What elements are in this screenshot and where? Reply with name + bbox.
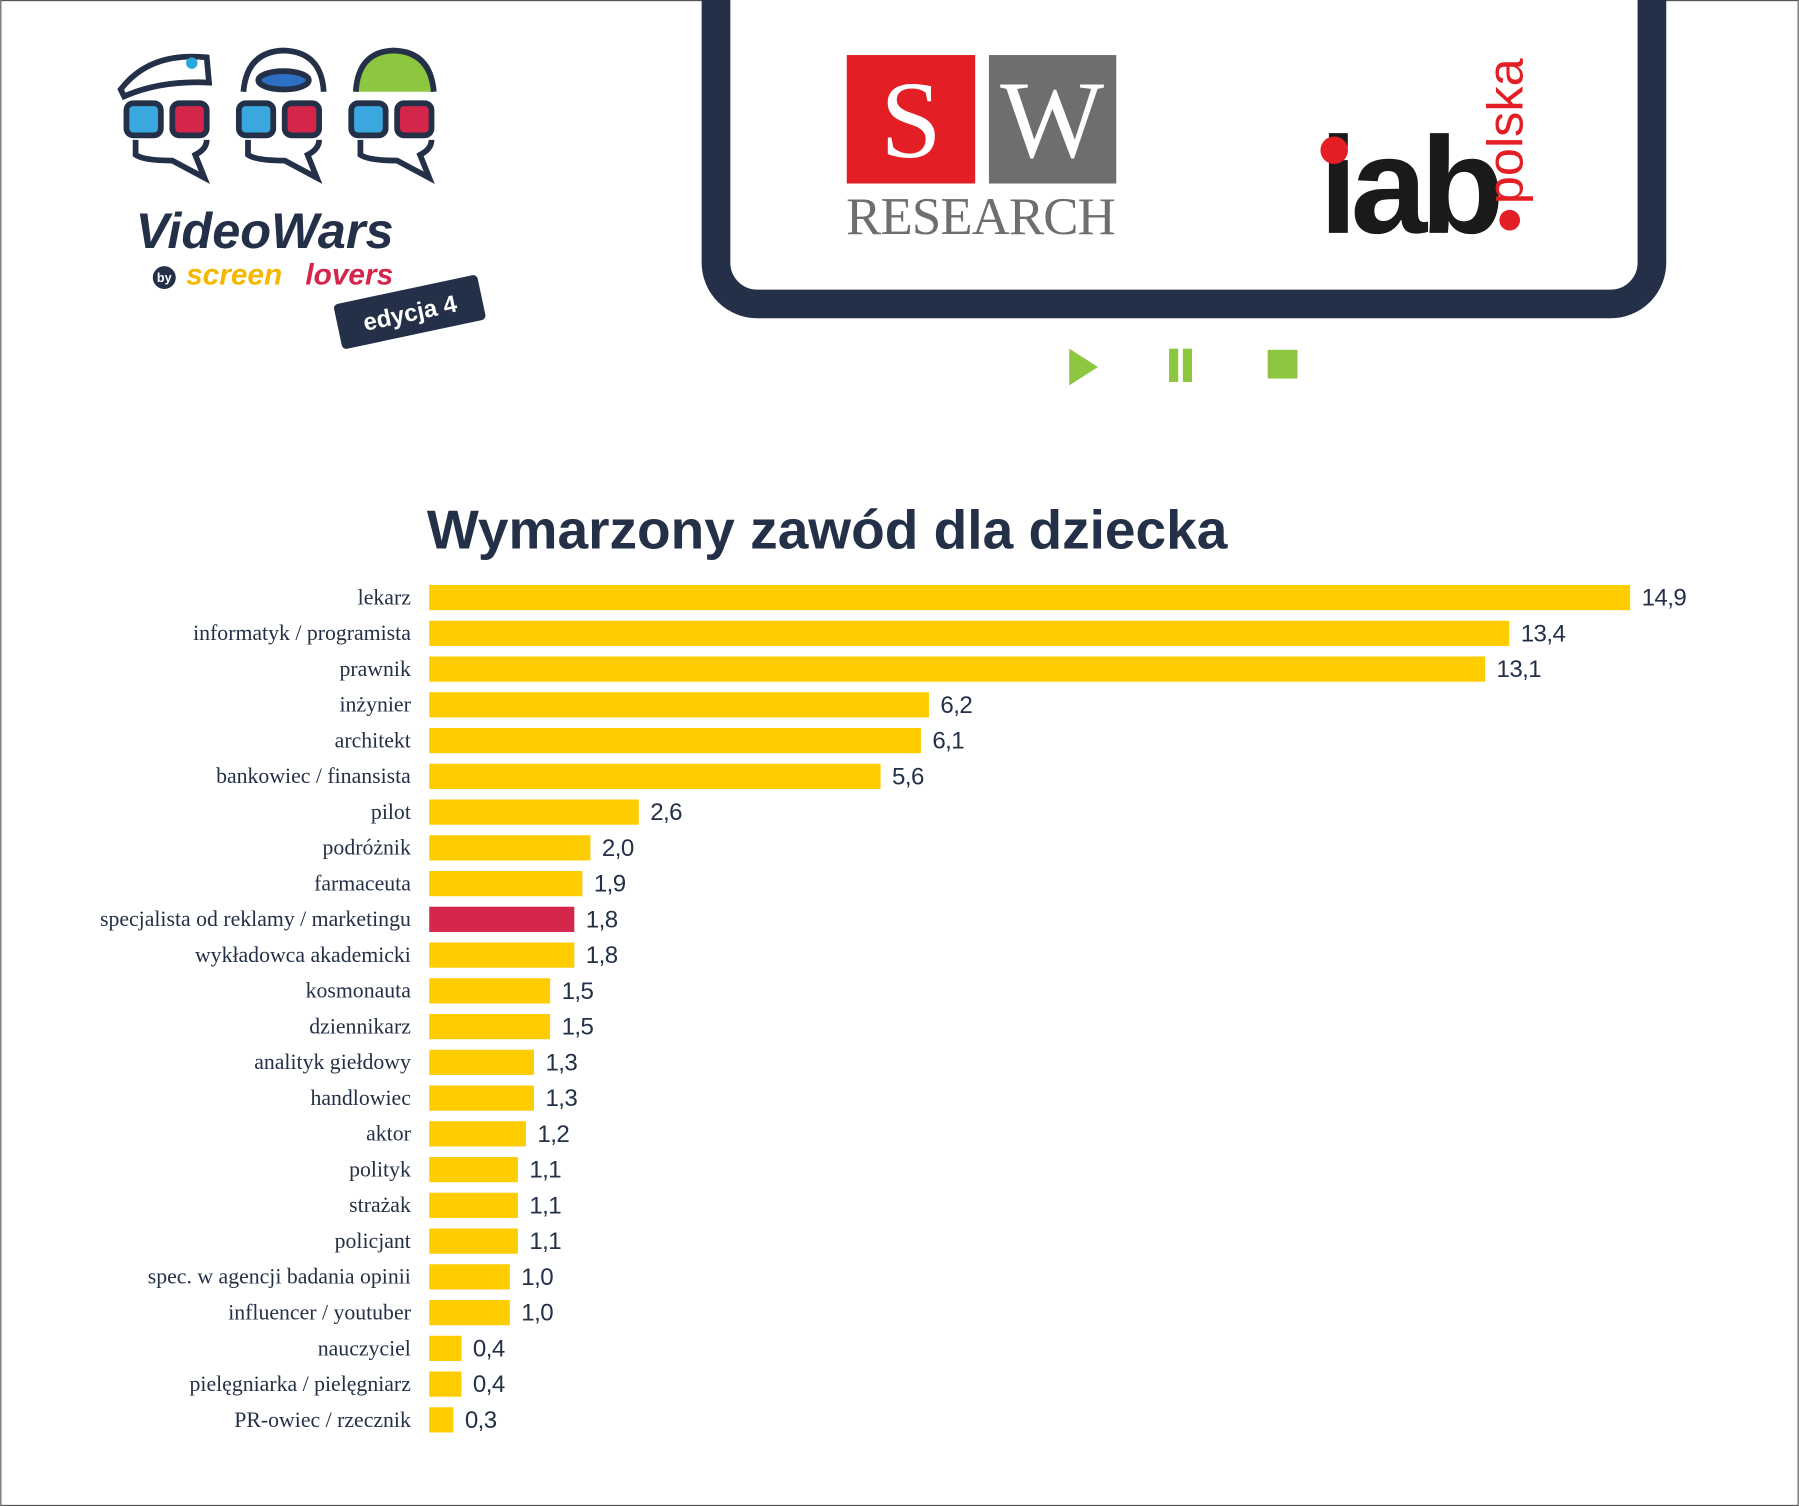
category-label: polityk: [349, 1157, 411, 1181]
value-label: 1,5: [562, 1014, 594, 1041]
bar: [429, 1228, 518, 1254]
value-label: 1,8: [586, 906, 618, 933]
pause-icon: [1182, 348, 1192, 382]
value-label: 14,9: [1642, 585, 1687, 612]
sw-letter: W: [1000, 59, 1104, 181]
category-label: lekarz: [358, 585, 412, 609]
bar: [429, 692, 929, 718]
value-label: 5,6: [892, 763, 924, 790]
category-label: nauczyciel: [318, 1336, 411, 1360]
brand-name: VideoWars: [136, 202, 394, 259]
sw-grey-box: [988, 55, 1117, 184]
category-label: podróżnik: [323, 836, 411, 860]
iab-country: polska: [1476, 57, 1533, 204]
bar: [429, 1085, 535, 1111]
bar: [429, 799, 639, 825]
value-label: 2,6: [650, 799, 682, 826]
category-label: pilot: [371, 800, 411, 824]
value-label: 0,4: [473, 1371, 505, 1398]
bar: [429, 1192, 518, 1218]
value-label: 1,1: [529, 1192, 561, 1219]
brand-lovers: lovers: [305, 258, 393, 291]
category-label: handlowiec: [310, 1086, 410, 1110]
category-label: prawnik: [340, 657, 411, 681]
category-label: PR-owiec / rzecznik: [234, 1408, 411, 1432]
bar: [429, 727, 921, 754]
bar: [429, 906, 575, 932]
bar: [429, 1335, 462, 1361]
bar: [429, 1371, 462, 1397]
category-label: architekt: [335, 728, 411, 752]
value-label: 2,0: [602, 835, 634, 862]
bar: [429, 835, 591, 861]
iab-text: iab: [1319, 109, 1499, 263]
bar: [429, 1407, 454, 1433]
sw-red-box: [846, 55, 976, 184]
category-label: aktor: [366, 1122, 412, 1146]
value-label: 1,3: [545, 1085, 577, 1112]
value-label: 1,0: [521, 1264, 553, 1291]
category-label: spec. w agencji badania opinii: [148, 1265, 411, 1289]
category-label: policjant: [335, 1229, 411, 1253]
value-label: 1,5: [562, 978, 594, 1005]
bar: [429, 620, 1510, 646]
stop-icon: [1267, 349, 1298, 379]
bar: [429, 584, 1631, 611]
bar: [429, 1049, 535, 1075]
brand-screen: screen: [186, 258, 282, 291]
category-label: dziennikarz: [309, 1014, 411, 1038]
value-label: 1,2: [537, 1121, 569, 1148]
category-label: analityk giełdowy: [254, 1050, 411, 1074]
category-label: specjalista od reklamy / marketingu: [100, 907, 411, 931]
bar: [429, 763, 881, 789]
value-label: 1,8: [586, 942, 618, 969]
chart-title: Wymarzony zawód dla dziecka: [427, 498, 1228, 560]
value-label: 6,1: [932, 728, 964, 755]
value-label: 1,9: [594, 871, 626, 898]
pause-icon: [1169, 348, 1179, 382]
by-text: by: [157, 271, 172, 285]
category-label: kosmonauta: [306, 979, 412, 1003]
category-label: bankowiec / finansista: [216, 764, 411, 788]
sw-research: RESEARCH: [846, 188, 1116, 246]
bar: [429, 870, 583, 897]
category-label: farmaceuta: [314, 871, 411, 895]
value-label: 13,1: [1497, 656, 1542, 683]
bar: [429, 1013, 551, 1040]
videowars-mascots: [117, 47, 437, 185]
category-label: pielęgniarka / pielęgniarz: [190, 1372, 412, 1396]
bar: [429, 1156, 518, 1183]
category-label: inżynier: [340, 693, 412, 717]
iab-dot: [1320, 136, 1348, 165]
category-label: strażak: [349, 1193, 411, 1217]
value-label: 1,1: [529, 1228, 561, 1255]
edition-bg: [334, 275, 486, 349]
bar: [429, 1121, 526, 1147]
category-label: informatyk / programista: [193, 621, 411, 645]
play-icon: [1069, 348, 1098, 386]
category-label: wykładowca akademicki: [195, 943, 411, 967]
value-label: 0,4: [473, 1335, 505, 1362]
bar: [429, 656, 1486, 682]
value-label: 1,3: [545, 1049, 577, 1076]
sw-letter: S: [880, 59, 941, 181]
value-label: 1,1: [529, 1157, 561, 1184]
value-label: 0,3: [465, 1407, 497, 1434]
bar: [429, 1264, 510, 1290]
bar: [429, 978, 551, 1004]
value-label: 13,4: [1521, 620, 1566, 647]
category-label: influencer / youtuber: [228, 1300, 411, 1324]
bar: [429, 942, 575, 968]
iab-dot: [1499, 209, 1521, 231]
by-badge: [152, 266, 176, 290]
bar: [429, 1300, 510, 1326]
value-label: 1,0: [521, 1300, 553, 1327]
value-label: 6,2: [940, 692, 972, 719]
